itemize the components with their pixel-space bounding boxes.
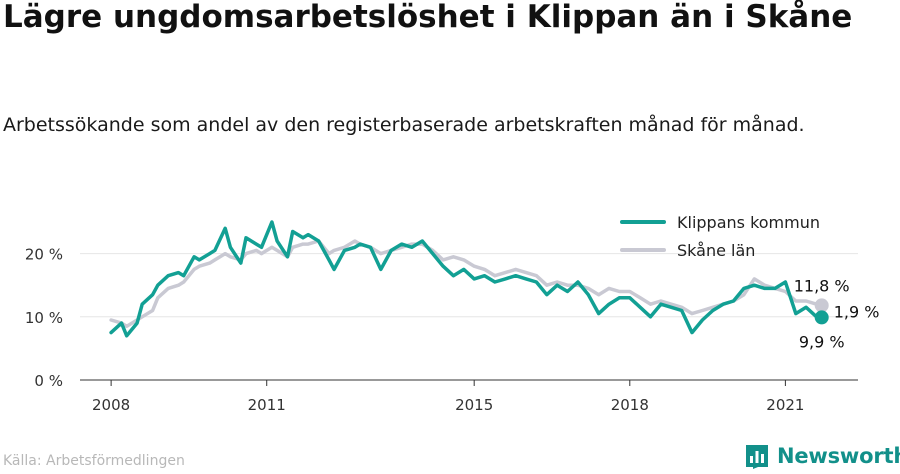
source-note: Källa: Arbetsförmedlingen <box>3 453 185 469</box>
brand-logo[interactable]: Newsworthy <box>744 441 900 471</box>
legend-label: Klippans kommun <box>677 213 820 232</box>
data-label-difference: 1,9 % <box>834 302 880 321</box>
x-tick-label: 2018 <box>611 396 649 414</box>
series-line-klippan <box>109 220 824 338</box>
x-tick-label: 2021 <box>766 396 804 414</box>
legend-label: Skåne län <box>677 241 755 260</box>
series-line-skane <box>109 239 824 329</box>
brand-name: Newsworthy <box>777 444 900 468</box>
y-tick-label: 0 % <box>34 372 63 390</box>
chart-title: Lägre ungdomsarbetslöshet i Klippan än i… <box>3 0 853 35</box>
end-marker-skane <box>814 298 829 313</box>
y-tick-label: 10 % <box>25 309 63 327</box>
chart-subtitle: Arbetssökande som andel av den registerb… <box>3 114 805 136</box>
x-tick-label: 2015 <box>455 396 493 414</box>
y-tick-label: 20 % <box>25 246 63 264</box>
x-tick-label: 2011 <box>248 396 286 414</box>
data-label-klippan: 9,9 % <box>799 332 845 351</box>
end-marker-klippan <box>814 310 829 325</box>
newsworthy-logo-icon <box>746 445 768 469</box>
x-tick-label: 2008 <box>92 396 130 414</box>
data-label-skane: 11,8 % <box>794 276 850 295</box>
